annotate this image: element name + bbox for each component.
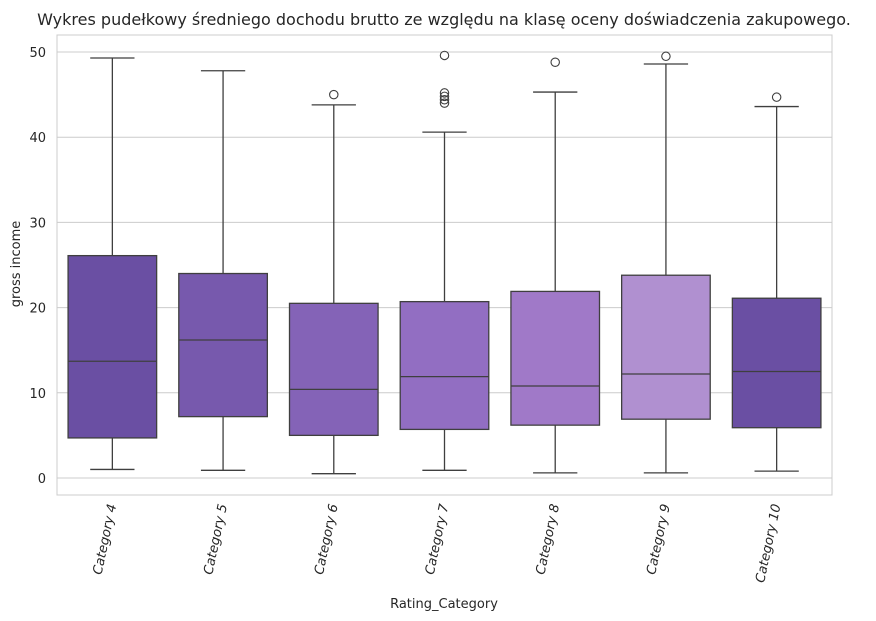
box-iqr (288, 302, 379, 437)
y-tick-label: 10 (29, 387, 46, 402)
outlier-point (439, 50, 450, 61)
x-tick-label: Category 10 (753, 503, 784, 584)
x-tick-label: Category 4 (91, 503, 121, 576)
y-tick-label: 50 (29, 46, 46, 61)
boxes (67, 50, 822, 475)
x-tick-label: Category 5 (201, 503, 231, 576)
outlier-point (439, 94, 450, 105)
outlier-point (550, 57, 560, 68)
outlier-point (771, 92, 782, 102)
outlier-point (439, 91, 450, 102)
box-iqr (399, 300, 490, 431)
y-tick-label: 40 (29, 131, 46, 146)
box-group (731, 92, 822, 472)
y-tick-labels: 0 10 20 30 40 50 (29, 46, 46, 487)
box-iqr (178, 272, 269, 418)
outlier-point (439, 98, 450, 108)
box-group (288, 89, 379, 475)
box-iqr (67, 254, 158, 439)
box-group (178, 70, 269, 471)
box-iqr (620, 274, 711, 420)
y-axis-label: gross income (9, 221, 24, 308)
box-group (67, 57, 158, 471)
x-axis-label: Rating_Category (390, 597, 498, 612)
y-tick-label: 20 (29, 302, 46, 317)
chart-title: Wykres pudełkowy średniego dochodu brutt… (37, 10, 851, 29)
x-tick-labels: Category 4 Category 5 Category 6 Category 7… (91, 502, 785, 584)
box-group (620, 51, 711, 474)
box-group (510, 57, 601, 474)
x-tick-label: Category 6 (312, 503, 342, 576)
x-tick-label: Category 9 (644, 503, 674, 576)
box-iqr (510, 290, 601, 426)
plot-frame (56, 34, 833, 496)
box-iqr (731, 297, 822, 429)
y-tick-label: 30 (29, 216, 46, 231)
outlier-point (329, 89, 339, 100)
x-tick-label: Category 7 (423, 502, 453, 576)
outlier-point (439, 88, 450, 98)
y-tick-label: 0 (38, 472, 46, 487)
box-group (399, 50, 490, 471)
x-tick-label: Category 8 (534, 503, 564, 576)
outlier-point (661, 51, 671, 62)
